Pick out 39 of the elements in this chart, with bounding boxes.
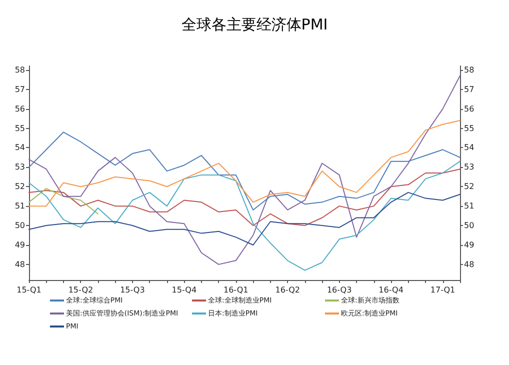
y-tick-label: 51 [14, 202, 25, 211]
line-series [28, 160, 460, 271]
y2-tick-label: 57 [464, 84, 474, 94]
y2-tick-label: 55 [464, 124, 474, 133]
y-tick-label: 58 [14, 65, 25, 74]
x-tick-label: 16-Q3 [326, 286, 352, 294]
line-series [28, 188, 98, 214]
y-tick-label: 48 [14, 260, 25, 269]
x-tick-label: 17-Q1 [430, 286, 456, 294]
y2-tick-label: 51 [464, 202, 474, 211]
x-tick-label: 16-Q2 [275, 286, 300, 294]
y2-tick-label: 53 [464, 162, 474, 172]
y2-tick-label: 50 [464, 221, 474, 230]
chart-title: 全球各主要经济体PMI [181, 16, 328, 34]
line-series [28, 132, 460, 210]
y2-tick-label: 54 [464, 143, 474, 152]
y2-tick-label: 56 [464, 104, 474, 114]
line-series [28, 120, 460, 207]
y-tick-label: 50 [14, 221, 25, 230]
x-tick-label: 15-Q4 [172, 286, 197, 294]
y-tick-label: 56 [14, 104, 25, 114]
line-series [28, 168, 460, 226]
y2-tick-label: 49 [464, 240, 474, 250]
y-tick-label: 49 [14, 240, 25, 250]
y-tick-label: 55 [14, 124, 25, 133]
y-tick-label: 53 [14, 162, 25, 172]
x-tick-label: 15-Q2 [68, 286, 94, 294]
y-tick-label: 54 [14, 143, 25, 152]
x-tick-label: 15-Q3 [120, 286, 145, 294]
x-tick-label: 15-Q1 [16, 286, 42, 294]
y2-tick-label: 52 [464, 182, 474, 192]
x-tick-label: 16-Q1 [224, 286, 248, 294]
y-tick-label: 52 [14, 182, 25, 192]
x-tick-label: 16-Q4 [378, 286, 404, 294]
line-series [28, 192, 460, 246]
y2-tick-label: 48 [464, 260, 474, 269]
y-tick-label: 57 [14, 84, 25, 94]
line-series [28, 75, 460, 265]
y2-tick-label: 58 [464, 65, 474, 74]
